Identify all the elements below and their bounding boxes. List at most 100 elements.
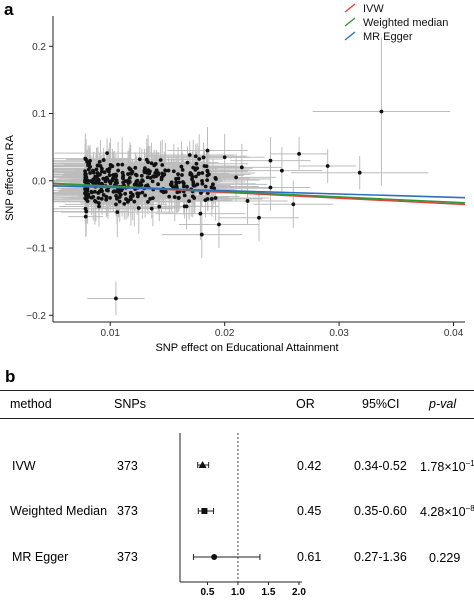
data-point [113,174,118,179]
data-point [205,148,210,153]
row-pval: 4.28×10−8 [420,504,474,520]
data-point [84,209,89,214]
regression-line [52,182,466,204]
forest-x-tick-label: 1.0 [231,587,245,598]
data-point [176,196,181,201]
data-point [98,164,103,168]
data-point [133,172,138,177]
legend-label: Weighted median [363,17,448,29]
data-point [89,189,94,194]
data-point [209,197,214,201]
data-point [185,160,190,165]
data-point [206,172,211,177]
data-point [97,160,102,164]
y-tick-label: 0.2 [32,42,46,53]
forest-x-tick-label: 2.0 [292,587,306,598]
data-point [89,179,94,184]
data-point [205,169,210,174]
data-point [115,196,119,201]
data-point [129,171,134,176]
data-point [97,173,101,177]
data-point [171,169,176,174]
data-point [117,199,122,204]
legend-label: MR Egger [363,31,413,43]
x-axis-label: SNP effect on Educational Attainment [155,342,338,354]
data-point [98,181,103,186]
data-point [86,195,91,199]
data-point [121,176,125,181]
data-point [129,197,133,202]
forest-x-tick-label: 1.5 [261,587,275,598]
data-point [122,202,127,206]
data-point [83,196,88,201]
data-point [152,174,157,179]
row-pval: 0.229 [429,551,461,566]
x-tick-label: 0.02 [215,328,235,339]
data-point [96,196,101,200]
data-point [171,185,176,190]
data-point [137,157,142,162]
data-point [146,160,150,165]
data-point [118,192,123,197]
data-point [145,175,150,180]
data-point [205,178,210,183]
data-point [83,214,88,219]
data-point [193,167,198,172]
legend-swatch [344,17,356,27]
data-point [88,158,92,163]
data-point [139,183,144,187]
header-method: method [10,397,52,411]
data-point [234,175,239,180]
data-point [124,197,128,201]
data-point [191,183,196,188]
header-snps: SNPs [114,397,146,411]
data-point [103,179,108,184]
data-point [214,177,218,181]
data-point [211,182,215,187]
data-point [105,176,110,181]
table-header-rule [0,418,474,419]
data-point [107,179,112,184]
data-point [114,296,118,301]
data-point [150,196,155,201]
data-point [161,190,166,195]
data-point [97,204,101,209]
data-point [177,180,182,185]
data-point [96,190,101,195]
table-top-rule [0,390,474,391]
data-point [110,164,115,169]
data-point [120,162,125,167]
estimate-marker [201,508,208,514]
data-point [133,165,138,170]
data-point [136,206,141,210]
data-point [104,194,109,199]
data-point [83,191,88,195]
data-point [107,173,112,178]
row-method: IVW [12,459,36,473]
data-point [110,176,115,181]
data-point [357,170,362,175]
row-ci: 0.35-0.60 [354,504,407,518]
data-point [166,168,171,173]
data-point [114,202,118,207]
data-point [190,194,195,199]
data-point [116,168,121,173]
y-tick-label: 0.1 [32,109,46,120]
data-point [143,166,147,171]
data-point [115,210,120,215]
data-point [182,193,187,198]
data-point [95,163,100,168]
row-snps: 373 [117,504,138,518]
data-point [150,179,155,184]
data-point [140,190,145,195]
scatter-plot: 0.01 0.02 0.03 0.04 0.2 0.1 0.0 −0.1 −0.2 IVW Wei… [4,3,466,354]
forest-marks: 0.5 1.0 1.5 2.0 [179,433,306,598]
data-point [168,182,173,187]
data-point [167,194,172,199]
data-point [116,162,120,167]
data-point [84,157,89,162]
data-point [108,195,112,200]
data-point [196,171,201,176]
data-point [149,206,154,211]
panel-a-label: a [4,0,14,19]
